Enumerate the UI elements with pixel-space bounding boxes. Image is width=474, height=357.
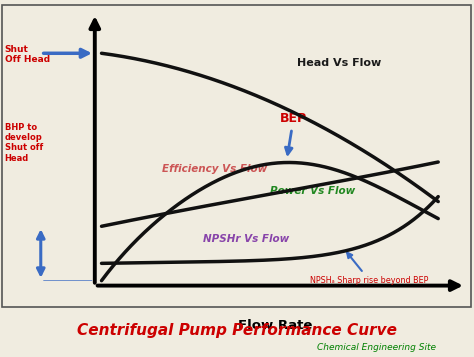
Text: Chemical Engineering Site: Chemical Engineering Site [317,343,436,352]
Text: Power Vs Flow: Power Vs Flow [270,186,355,196]
Text: BHP to
develop
Shut off
Head: BHP to develop Shut off Head [5,123,43,163]
Text: Head Vs Flow: Head Vs Flow [297,57,381,67]
Text: Flow Rate: Flow Rate [238,319,312,332]
Text: Centrifugal Pump Performance Curve: Centrifugal Pump Performance Curve [77,323,397,338]
Text: NPSHr Vs Flow: NPSHr Vs Flow [202,234,289,244]
Text: BEP: BEP [280,112,307,154]
Text: NPSHₐ Sharp rise beyond BEP: NPSHₐ Sharp rise beyond BEP [310,253,428,285]
Text: Efficiency Vs Flow: Efficiency Vs Flow [162,164,267,174]
Text: Shut
Off Head: Shut Off Head [5,45,50,64]
